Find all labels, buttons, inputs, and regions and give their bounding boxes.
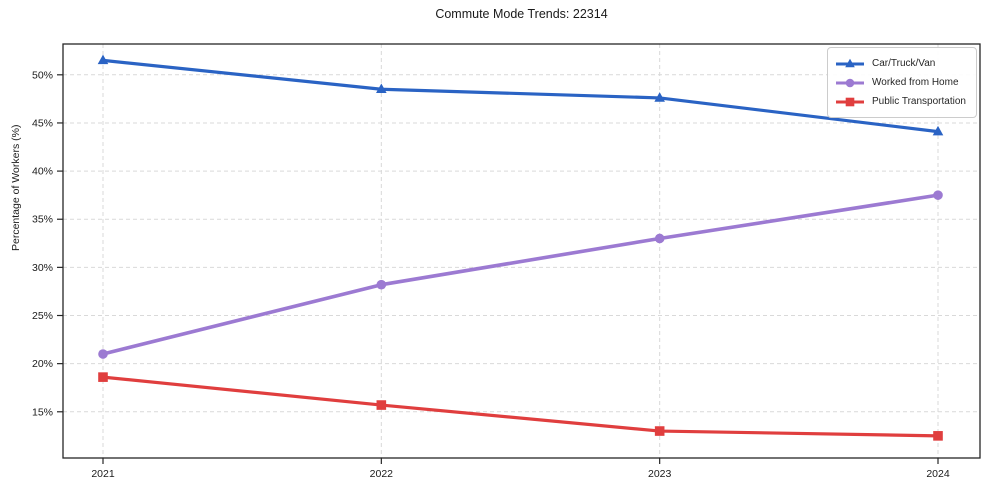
triangle-marker [376, 83, 387, 94]
circle-marker [845, 78, 855, 87]
series-line-square [101, 375, 940, 438]
y-tick-label: 50% [32, 69, 53, 81]
y-tick-label: 35% [32, 214, 53, 226]
x-tick-label: 2024 [926, 468, 950, 480]
legend-label: Car/Truck/Van [872, 58, 936, 69]
legend-item: Public Transportation [835, 92, 968, 111]
square-marker [845, 97, 855, 106]
series-line-triangle [101, 58, 940, 134]
x-tick-label: 2023 [648, 468, 672, 480]
triangle-marker [932, 125, 944, 136]
legend-item: Car/Truck/Van [835, 54, 968, 73]
y-tick-label: 25% [32, 310, 53, 322]
legend-swatch-square [836, 97, 864, 106]
triangle-marker [845, 58, 855, 67]
series-line-circle [101, 193, 940, 356]
circle-marker [654, 233, 665, 244]
x-tick-label: 2022 [370, 468, 394, 480]
circle-marker [376, 279, 387, 290]
triangle-marker [654, 92, 665, 102]
x-tick-label: 2021 [91, 468, 115, 480]
legend-label: Worked from Home [872, 77, 959, 88]
y-tick-label: 20% [32, 358, 53, 370]
y-tick-label: 40% [32, 166, 53, 178]
square-marker [98, 372, 108, 382]
legend-label: Public Transportation [872, 96, 966, 107]
legend-item: Worked from Home [835, 73, 968, 92]
y-tick-label: 45% [32, 117, 53, 129]
plot-border [62, 43, 981, 459]
circle-marker [98, 349, 108, 359]
square-marker [376, 400, 387, 410]
triangle-marker [97, 54, 109, 65]
chart-title: Commute Mode Trends: 22314 [435, 7, 608, 21]
square-marker [654, 426, 665, 436]
y-tick-label: 15% [32, 406, 53, 418]
legend: Car/Truck/Van Worked from Home Public Tran… [827, 47, 977, 118]
square-marker [933, 431, 943, 441]
circle-marker [933, 190, 943, 200]
legend-swatch-triangle [836, 58, 864, 67]
y-tick-label: 30% [32, 262, 53, 274]
legend-swatch-circle [836, 78, 864, 87]
